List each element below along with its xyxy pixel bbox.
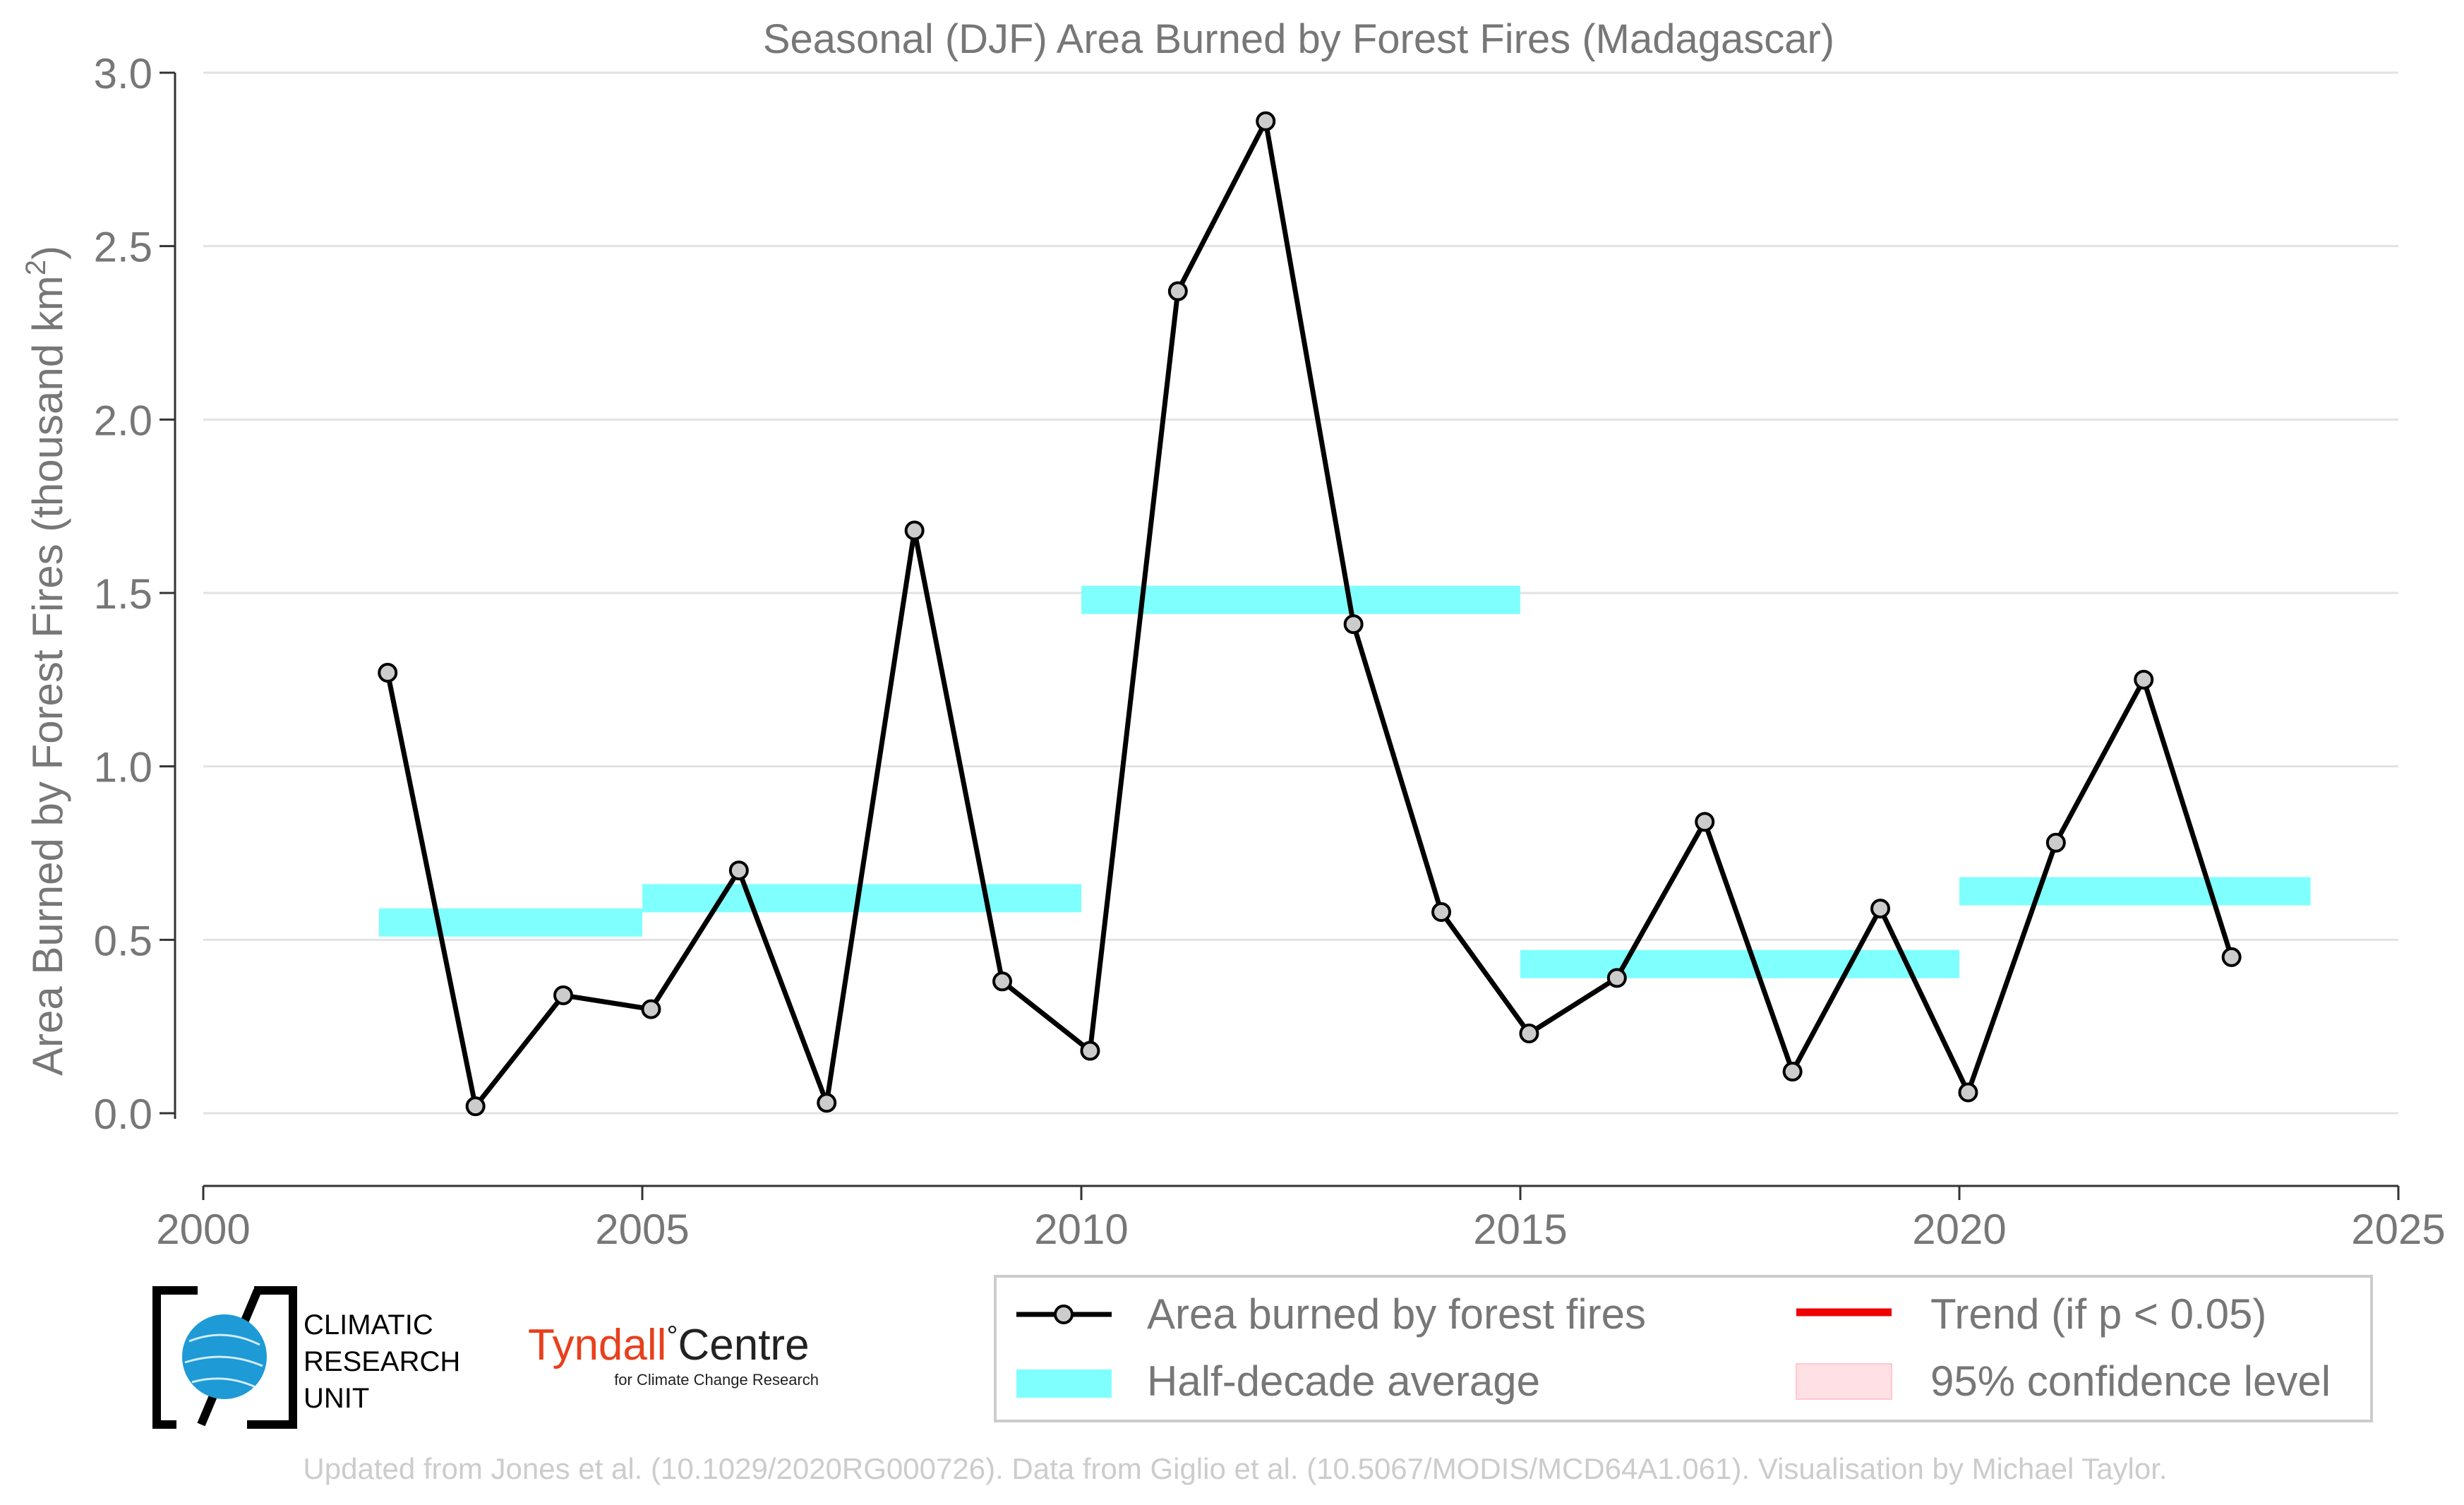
area-burned-point <box>553 985 574 1005</box>
legend-label-trend: Trend (if p < 0.05) <box>1930 1290 2266 1338</box>
y-axis-label: Area Burned by Forest Fires (thousand km… <box>20 246 71 1076</box>
tyndall-logo: Tyndall°Centre for Climate Change Resear… <box>528 1321 819 1389</box>
area-burned-point <box>1519 1023 1539 1043</box>
legend-marker-swatch <box>1054 1305 1074 1324</box>
area-burned-point <box>2221 947 2242 967</box>
area-burned-point <box>1256 111 1276 131</box>
cru-logo-line2: RESEARCH <box>304 1346 460 1377</box>
cru-logo-line3: UNIT <box>304 1383 369 1414</box>
tyndall-logo-name: Tyndall°Centre <box>528 1321 810 1369</box>
legend-half-decade-swatch <box>1016 1369 1112 1398</box>
series-line-layer <box>385 119 2234 1109</box>
area-burned-point <box>1343 614 1364 635</box>
area-burned-point <box>465 1096 486 1117</box>
y-tick-label: 2.5 <box>94 224 152 271</box>
area-burned-point <box>992 971 1013 992</box>
area-burned-point <box>1080 1041 1100 1061</box>
tyndall-logo-degree: ° <box>666 1321 678 1352</box>
y-axis-label-main: Area Burned by Forest Fires (thousand km <box>24 275 71 1076</box>
x-tick-label: 2015 <box>1473 1206 1567 1253</box>
cru-logo-line1: CLIMATIC <box>304 1309 433 1341</box>
x-tick-label: 2010 <box>1034 1206 1128 1253</box>
x-tick-label: 2020 <box>1912 1206 2006 1253</box>
chart-title: Seasonal (DJF) Area Burned by Forest Fir… <box>763 16 1834 62</box>
legend-label-confidence: 95% confidence level <box>1930 1357 2331 1405</box>
legend-box <box>994 1275 2373 1422</box>
half-decade-average-bar <box>1520 949 1959 978</box>
half-decade-average-bar <box>1959 877 2311 906</box>
legend-confidence-swatch <box>1796 1363 1892 1400</box>
area-burned-point <box>1958 1082 1978 1103</box>
legend-label-half-decade: Half-decade average <box>1147 1357 1540 1405</box>
area-burned-point <box>728 861 749 881</box>
area-burned-point <box>1695 812 1715 832</box>
area-burned-point <box>1870 899 1891 919</box>
area-burned-point <box>378 663 398 683</box>
area-burned-point <box>1606 968 1627 988</box>
axis-layer: 0.0 0.5 1.0 1.5 2.0 2.5 3.0 2000 2005 2010 2015 202… <box>94 50 2446 1253</box>
y-tick-label: 0.0 <box>94 1091 152 1138</box>
half-decade-average-bar <box>378 908 642 937</box>
area-burned-point <box>641 999 661 1019</box>
y-axis-label-sup: 2 <box>20 260 52 275</box>
legend-label-area-burned: Area burned by forest fires <box>1147 1290 1646 1338</box>
credit-line: Updated from Jones et al. (10.1029/2020R… <box>303 1452 2167 1485</box>
area-burned-line <box>385 119 2234 1109</box>
area-burned-point <box>2134 669 2154 690</box>
x-tick-label: 2000 <box>156 1206 250 1253</box>
x-tick-label: 2005 <box>595 1206 689 1253</box>
area-burned-point <box>1431 902 1452 923</box>
tyndall-logo-subtitle: for Climate Change Research <box>614 1371 819 1389</box>
x-tick-label: 2025 <box>2351 1206 2445 1253</box>
series-point-layer <box>378 111 2242 1117</box>
tyndall-logo-centre: Centre <box>678 1321 809 1369</box>
y-tick-label: 2.0 <box>94 397 152 444</box>
area-burned-point <box>1167 281 1188 301</box>
cru-logo: CLIMATIC RESEARCH UNIT <box>152 1286 460 1429</box>
area-burned-point <box>1782 1062 1803 1082</box>
y-tick-label: 3.0 <box>94 50 152 97</box>
y-tick-label: 0.5 <box>94 917 152 964</box>
area-burned-point <box>904 520 925 541</box>
legend: Area burned by forest fires Trend (if p … <box>994 1275 2373 1422</box>
area-burned-point <box>2045 832 2066 853</box>
y-tick-label: 1.0 <box>94 744 152 791</box>
area-burned-point <box>817 1093 837 1113</box>
y-axis-label-close: ) <box>24 246 71 260</box>
grid-layer <box>203 71 2398 1115</box>
half-decade-bands <box>378 585 2311 978</box>
tyndall-logo-word: Tyndall <box>528 1321 666 1369</box>
y-tick-label: 1.5 <box>94 570 152 618</box>
half-decade-average-bar <box>1081 585 1520 614</box>
